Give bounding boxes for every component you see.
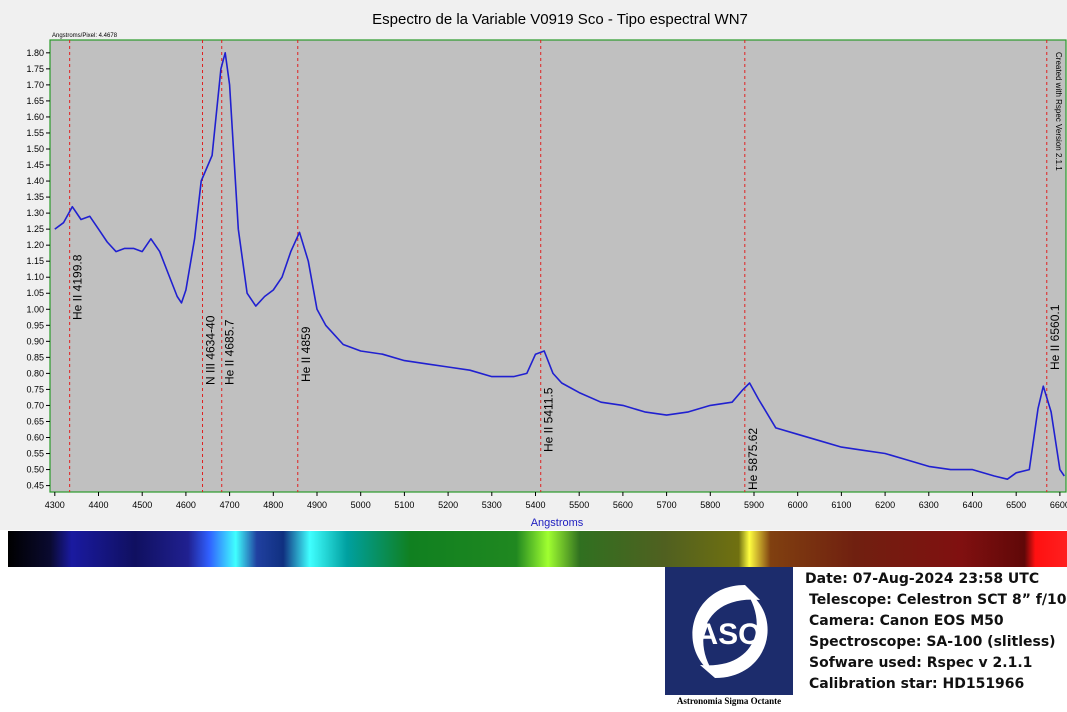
x-tick-label: 5900 [744,500,764,510]
x-tick-label: 6600 [1050,500,1067,510]
y-tick-label: 0.85 [26,352,44,362]
x-tick-label: 4600 [176,500,196,510]
info-line: Date: 07-Aug-2024 23:58 UTC [805,571,1039,587]
y-tick-label: 1.30 [26,208,44,218]
x-axis-label: Angstroms [531,517,584,529]
chart-title: Espectro de la Variable V0919 Sco - Tipo… [372,11,748,28]
y-tick-label: 0.55 [26,449,44,459]
y-tick-label: 0.80 [26,368,44,378]
y-tick-label: 1.80 [26,48,44,58]
y-tick-label: 1.50 [26,144,44,154]
y-tick-label: 0.45 [26,481,44,491]
y-tick-label: 0.50 [26,465,44,475]
y-tick-label: 1.05 [26,288,44,298]
spectrum-strip [8,531,1067,567]
logo: ASO Astronomia Sigma Octante [665,567,793,706]
marker-label: N III 4634-40 [204,315,218,385]
page: Espectro de la Variable V0919 Sco - Tipo… [0,0,1067,707]
y-tick-label: 1.65 [26,96,44,106]
x-tick-label: 4300 [45,500,65,510]
y-tick-label: 1.25 [26,224,44,234]
x-tick-label: 6500 [1006,500,1026,510]
x-tick-label: 5600 [613,500,633,510]
marker-label: He II 6560.1 [1048,304,1062,370]
y-tick-label: 0.70 [26,400,44,410]
x-tick-label: 4400 [88,500,108,510]
x-tick-label: 5700 [657,500,677,510]
marker-label: He II 5411.5 [542,387,556,452]
info-block: Date: 07-Aug-2024 23:58 UTC Telescope: Ce… [805,571,1067,692]
marker-label: He 5875.62 [746,428,760,490]
x-tick-label: 5800 [700,500,720,510]
y-tick-label: 1.45 [26,160,44,170]
x-tick-label: 6300 [919,500,939,510]
x-tick-label: 6400 [962,500,982,510]
info-line: Telescope: Celestron SCT 8” f/10 [809,592,1067,608]
y-tick-label: 0.90 [26,336,44,346]
info-line: Calibration star: HD151966 [809,676,1024,692]
x-tick-label: 5200 [438,500,458,510]
x-tick-label: 5500 [569,500,589,510]
x-tick-label: 5000 [351,500,371,510]
chart-subtitle: Angstroms/Pixel: 4.4678 [52,33,118,39]
y-tick-label: 1.20 [26,240,44,250]
y-tick-label: 0.60 [26,433,44,443]
y-tick-label: 1.70 [26,80,44,90]
info-line: Spectroscope: SA-100 (slitless) [809,634,1056,650]
side-note: Created with Rspec Version 2.1.1 [1054,52,1063,171]
y-tick-label: 0.75 [26,384,44,394]
x-tick-label: 5300 [482,500,502,510]
marker-label: He II 4199.8 [71,254,85,320]
x-tick-label: 6200 [875,500,895,510]
x-tick-label: 4500 [132,500,152,510]
info-line: Camera: Canon EOS M50 [809,613,1004,629]
marker-label: He II 4685.7 [223,319,237,385]
logo-caption: Astronomia Sigma Octante [677,696,781,706]
y-tick-label: 1.75 [26,64,44,74]
x-tick-label: 4800 [263,500,283,510]
x-tick-label: 4700 [220,500,240,510]
info-line: Sofware used: Rspec v 2.1.1 [809,655,1032,671]
x-tick-label: 6100 [831,500,851,510]
y-tick-label: 1.00 [26,304,44,314]
y-tick-label: 0.65 [26,416,44,426]
y-tick-label: 0.95 [26,320,44,330]
y-tick-label: 1.55 [26,128,44,138]
x-tick-label: 6000 [788,500,808,510]
y-tick-label: 1.60 [26,112,44,122]
y-tick-label: 1.15 [26,256,44,266]
marker-label: He II 4859 [299,326,313,382]
x-tick-label: 5400 [525,500,545,510]
x-tick-label: 4900 [307,500,327,510]
y-tick-label: 1.40 [26,176,44,186]
y-tick-label: 1.35 [26,192,44,202]
y-tick-label: 1.10 [26,272,44,282]
x-tick-label: 5100 [394,500,414,510]
logo-text: ASO [696,618,761,651]
